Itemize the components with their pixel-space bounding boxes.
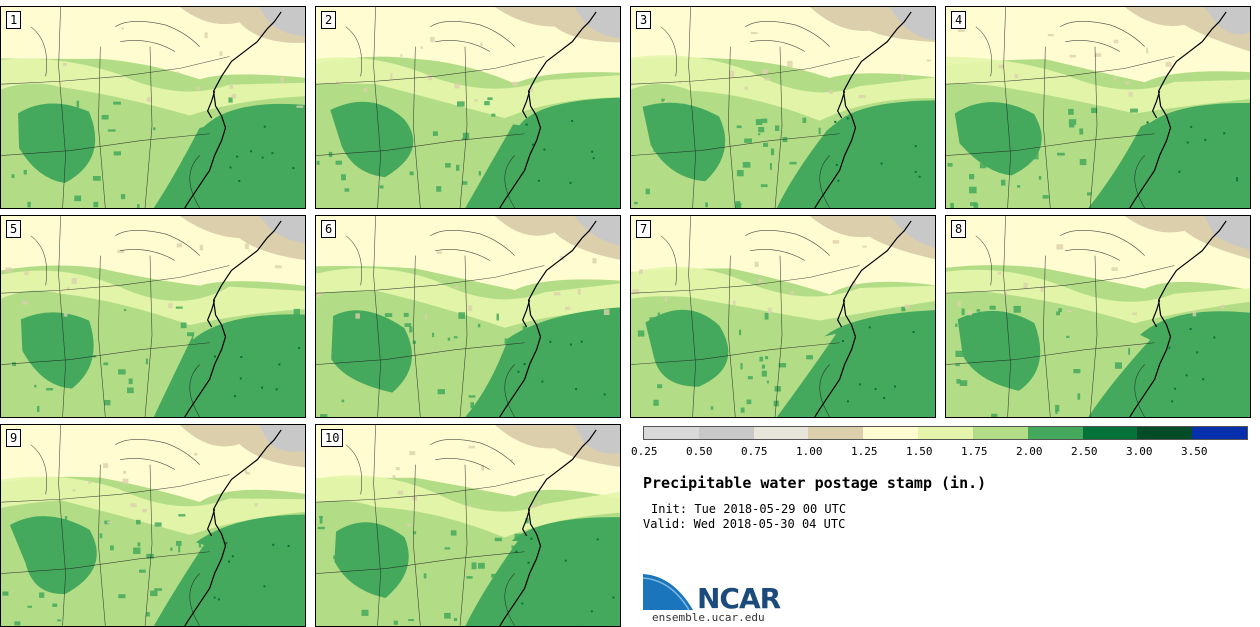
map-panel: 6	[315, 215, 621, 418]
colorbar-segment	[863, 427, 919, 439]
colorbar-segment	[808, 427, 864, 439]
colorbar-segment	[918, 427, 973, 439]
map-panel: 10	[315, 424, 621, 627]
panel-label: 1	[6, 11, 22, 29]
precip-map-icon	[631, 216, 935, 417]
panel-label: 4	[951, 11, 967, 29]
ncar-logo-icon	[643, 571, 696, 611]
colorbar-tick-label: 1.50	[906, 445, 933, 458]
panel-label: 6	[321, 220, 337, 238]
colorbar-segment	[753, 427, 809, 439]
colorbar-tick-label: 0.25	[631, 445, 658, 458]
map-panel: 7	[630, 215, 936, 418]
precip-map-icon	[316, 216, 620, 417]
map-panel: 3	[630, 6, 936, 209]
colorbar-segment	[698, 427, 754, 439]
precip-map-icon	[946, 216, 1250, 417]
map-panel: 5	[0, 215, 306, 418]
ncar-logo-text: NCAR	[697, 582, 781, 615]
colorbar	[643, 426, 1248, 440]
panel-label: 8	[951, 220, 967, 238]
panel-label: 10	[321, 429, 344, 447]
colorbar-tick-label: 2.00	[1016, 445, 1043, 458]
init-time: Init: Tue 2018-05-29 00 UTC	[651, 502, 847, 516]
colorbar-tick-label: 1.25	[851, 445, 878, 458]
colorbar-segment	[1082, 427, 1138, 439]
map-panel: 2	[315, 6, 621, 209]
ensemble-url: ensemble.ucar.edu	[652, 611, 765, 624]
panel-label: 3	[636, 11, 652, 29]
map-panel: 4	[945, 6, 1251, 209]
precip-map-icon	[946, 7, 1250, 208]
colorbar-tick-label: 1.00	[796, 445, 823, 458]
map-panel: 9	[0, 424, 306, 627]
colorbar-segment	[1137, 427, 1193, 439]
map-panel: 1	[0, 6, 306, 209]
colorbar-ticks: 0.25 0.50 0.75 1.00 1.25 1.50 1.75 2.00 2.50 3.00…	[631, 445, 1260, 459]
precip-map-icon	[316, 425, 620, 626]
panel-label: 5	[6, 220, 22, 238]
precip-map-icon	[631, 7, 935, 208]
colorbar-tick-label: 0.75	[741, 445, 768, 458]
precip-map-icon	[1, 425, 305, 626]
colorbar-tick-label: 2.50	[1071, 445, 1098, 458]
colorbar-tick-label: 3.00	[1126, 445, 1153, 458]
colorbar-segment	[1027, 427, 1083, 439]
panel-label: 7	[636, 220, 652, 238]
colorbar-segment	[972, 427, 1028, 439]
map-panel: 8	[945, 215, 1251, 418]
precip-map-icon	[1, 7, 305, 208]
colorbar-tick-label: 1.75	[961, 445, 988, 458]
colorbar-tick-label: 0.50	[686, 445, 713, 458]
panel-label: 2	[321, 11, 337, 29]
valid-time: Valid: Wed 2018-05-30 04 UTC	[643, 517, 846, 531]
colorbar-segment	[644, 427, 699, 439]
map-title: Precipitable water postage stamp (in.)	[643, 474, 987, 492]
colorbar-tick-label: 3.50	[1181, 445, 1208, 458]
panel-label: 9	[6, 429, 22, 447]
precip-map-icon	[1, 216, 305, 417]
colorbar-segment	[1192, 427, 1247, 439]
precip-map-icon	[316, 7, 620, 208]
